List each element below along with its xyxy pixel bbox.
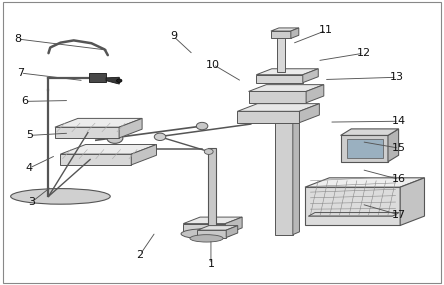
Text: 12: 12 — [357, 48, 371, 58]
Ellipse shape — [181, 229, 232, 239]
Circle shape — [154, 133, 166, 141]
Polygon shape — [303, 69, 318, 83]
Polygon shape — [249, 91, 306, 103]
Polygon shape — [183, 217, 242, 224]
Text: 5: 5 — [26, 131, 33, 141]
Circle shape — [204, 149, 213, 154]
Ellipse shape — [190, 235, 223, 242]
Polygon shape — [60, 154, 131, 165]
Text: 15: 15 — [392, 143, 406, 153]
Polygon shape — [131, 144, 156, 165]
Text: 6: 6 — [22, 96, 28, 106]
Polygon shape — [238, 111, 299, 123]
Polygon shape — [256, 69, 318, 75]
Polygon shape — [306, 85, 324, 103]
Circle shape — [109, 145, 121, 152]
Polygon shape — [271, 28, 299, 31]
Polygon shape — [305, 178, 424, 187]
Text: 1: 1 — [207, 259, 214, 269]
Polygon shape — [55, 118, 142, 127]
Text: 13: 13 — [390, 72, 404, 82]
Polygon shape — [275, 93, 299, 96]
Polygon shape — [388, 129, 399, 162]
Polygon shape — [55, 127, 119, 138]
Polygon shape — [291, 28, 299, 38]
Text: 4: 4 — [26, 163, 33, 173]
Polygon shape — [341, 129, 399, 135]
Polygon shape — [277, 35, 285, 72]
Polygon shape — [256, 75, 303, 83]
Text: 2: 2 — [137, 250, 144, 260]
Polygon shape — [225, 217, 242, 234]
Circle shape — [107, 133, 123, 143]
Polygon shape — [299, 104, 319, 123]
Text: 16: 16 — [392, 174, 406, 184]
Polygon shape — [249, 85, 324, 91]
Polygon shape — [183, 224, 225, 234]
Polygon shape — [293, 93, 299, 235]
Polygon shape — [198, 226, 238, 230]
Text: 10: 10 — [206, 60, 220, 70]
Text: 7: 7 — [17, 68, 24, 78]
Polygon shape — [60, 144, 156, 154]
Text: 9: 9 — [170, 31, 177, 41]
Polygon shape — [341, 135, 388, 162]
Polygon shape — [106, 77, 119, 84]
Circle shape — [117, 79, 122, 82]
Polygon shape — [208, 148, 216, 235]
Circle shape — [196, 122, 208, 130]
Text: 3: 3 — [28, 197, 35, 207]
Text: 14: 14 — [392, 116, 406, 126]
Polygon shape — [198, 230, 226, 237]
Polygon shape — [89, 73, 106, 82]
Text: 11: 11 — [319, 25, 333, 35]
Ellipse shape — [11, 189, 110, 204]
Polygon shape — [347, 139, 383, 158]
Text: 8: 8 — [14, 34, 21, 44]
Text: 17: 17 — [392, 210, 406, 220]
Polygon shape — [238, 104, 319, 111]
Polygon shape — [271, 31, 291, 38]
Polygon shape — [400, 178, 424, 225]
Polygon shape — [119, 118, 142, 138]
Polygon shape — [226, 226, 238, 237]
Polygon shape — [275, 96, 293, 235]
Polygon shape — [305, 187, 400, 225]
